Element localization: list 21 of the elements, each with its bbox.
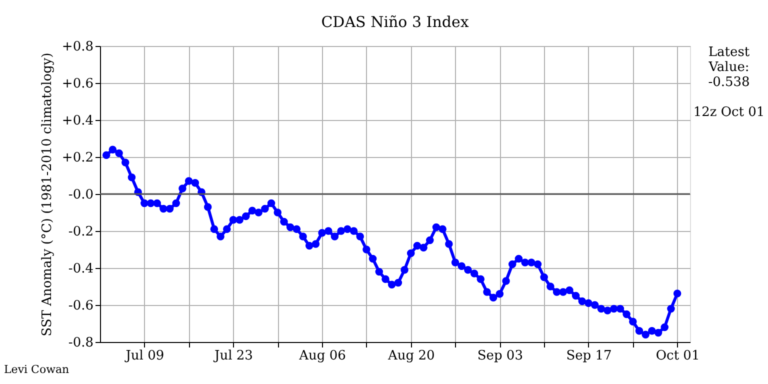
- y-tick-label: -0.8: [68, 336, 94, 350]
- y-tick-label: +0.2: [62, 150, 94, 166]
- text: Latest Value: -0.538: [708, 45, 750, 90]
- y-tick-label: -0.6: [68, 298, 94, 314]
- text: Levi Cowan: [4, 363, 70, 376]
- y-tick-label: -0.0: [68, 188, 94, 202]
- y-tick-label: -0.4: [68, 262, 94, 276]
- y-axis-title: SST Anomaly (°C) (1981-2010 climatology): [40, 52, 55, 336]
- x-tick-label: Sep 03: [477, 348, 523, 364]
- y-tick-label: +0.4: [62, 114, 94, 128]
- x-tick-label: Oct 01: [656, 348, 700, 364]
- x-tick-label: Sep 17: [566, 348, 612, 364]
- text: 12z Oct 01: [693, 105, 765, 120]
- y-tick-label: +0.6: [62, 76, 94, 92]
- x-tick-label: Aug 20: [386, 348, 435, 364]
- x-tick-label: Jul 09: [124, 348, 164, 364]
- x-tick-label: Aug 06: [298, 348, 346, 364]
- chart-title: CDAS Niño 3 Index: [321, 13, 470, 31]
- y-tick-label: -0.2: [68, 224, 94, 240]
- x-tick-label: Jul 23: [212, 348, 253, 364]
- y-tick-label: +0.8: [62, 40, 94, 54]
